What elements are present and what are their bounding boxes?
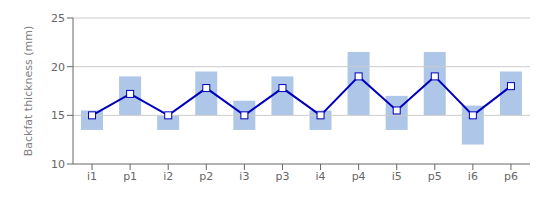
svg-text:p1: p1 xyxy=(123,170,137,183)
svg-text:p3: p3 xyxy=(275,170,289,183)
svg-text:p5: p5 xyxy=(428,170,442,183)
svg-text:i6: i6 xyxy=(468,170,478,183)
svg-text:15: 15 xyxy=(51,109,65,122)
svg-text:i1: i1 xyxy=(87,170,97,183)
svg-text:i3: i3 xyxy=(239,170,249,183)
svg-text:i5: i5 xyxy=(392,170,402,183)
svg-text:i4: i4 xyxy=(316,170,326,183)
svg-text:p4: p4 xyxy=(352,170,366,183)
svg-text:20: 20 xyxy=(51,61,65,74)
svg-text:25: 25 xyxy=(51,12,65,25)
svg-text:p2: p2 xyxy=(199,170,213,183)
svg-text:10: 10 xyxy=(51,158,65,171)
svg-text:Backfat thickness (mm): Backfat thickness (mm) xyxy=(22,26,35,157)
svg-text:p6: p6 xyxy=(504,170,518,183)
svg-text:i2: i2 xyxy=(163,170,173,183)
